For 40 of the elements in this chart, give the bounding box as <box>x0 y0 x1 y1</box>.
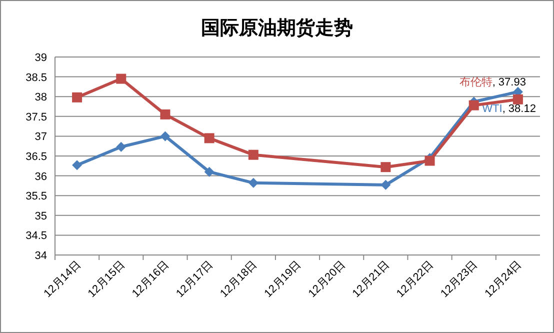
point <box>204 133 214 144</box>
point <box>160 109 170 120</box>
point <box>380 162 391 172</box>
y-tick-label: 35.5 <box>26 190 47 203</box>
y-tick-label: 38 <box>34 92 47 104</box>
chart-title: 国际原油期货走势 <box>201 17 353 39</box>
x-tick-label: 12月16日 <box>130 258 172 300</box>
data-label: , 37.93 <box>492 76 526 88</box>
x-tick-label: 12月24日 <box>482 258 524 300</box>
x-tick-label: 12月19日 <box>262 258 304 300</box>
point <box>248 150 258 160</box>
series-label: 布伦特 <box>459 76 492 88</box>
point <box>204 166 214 177</box>
y-tick-label: 39 <box>34 52 47 64</box>
x-tick-label: 12月17日 <box>174 258 216 300</box>
x-tick-label: 12月20日 <box>306 258 348 300</box>
point <box>512 94 523 104</box>
x-tick-label: 12月21日 <box>350 258 392 300</box>
point <box>468 100 479 110</box>
y-tick-label: 34.5 <box>26 230 47 242</box>
point <box>380 180 391 190</box>
point <box>248 178 258 188</box>
y-tick-label: 35 <box>34 210 47 222</box>
y-tick-label: 36 <box>34 170 47 183</box>
y-tick-label: 37.5 <box>26 111 47 124</box>
point <box>424 156 435 166</box>
series-label: WTI <box>482 102 502 115</box>
x-tick-label: 12月18日 <box>218 258 260 300</box>
x-tick-label: 12月22日 <box>394 258 436 300</box>
y-tick-label: 36.5 <box>26 151 47 163</box>
y-tick-label: 38.5 <box>26 72 47 84</box>
point <box>160 131 170 142</box>
point <box>72 160 82 170</box>
x-tick-label: 12月15日 <box>86 258 128 300</box>
point <box>116 142 126 152</box>
point <box>72 92 82 102</box>
x-tick-label: 12月23日 <box>438 258 480 300</box>
point <box>116 74 126 84</box>
y-tick-label: 37 <box>34 131 47 144</box>
data-label: , 38.12 <box>502 102 536 115</box>
